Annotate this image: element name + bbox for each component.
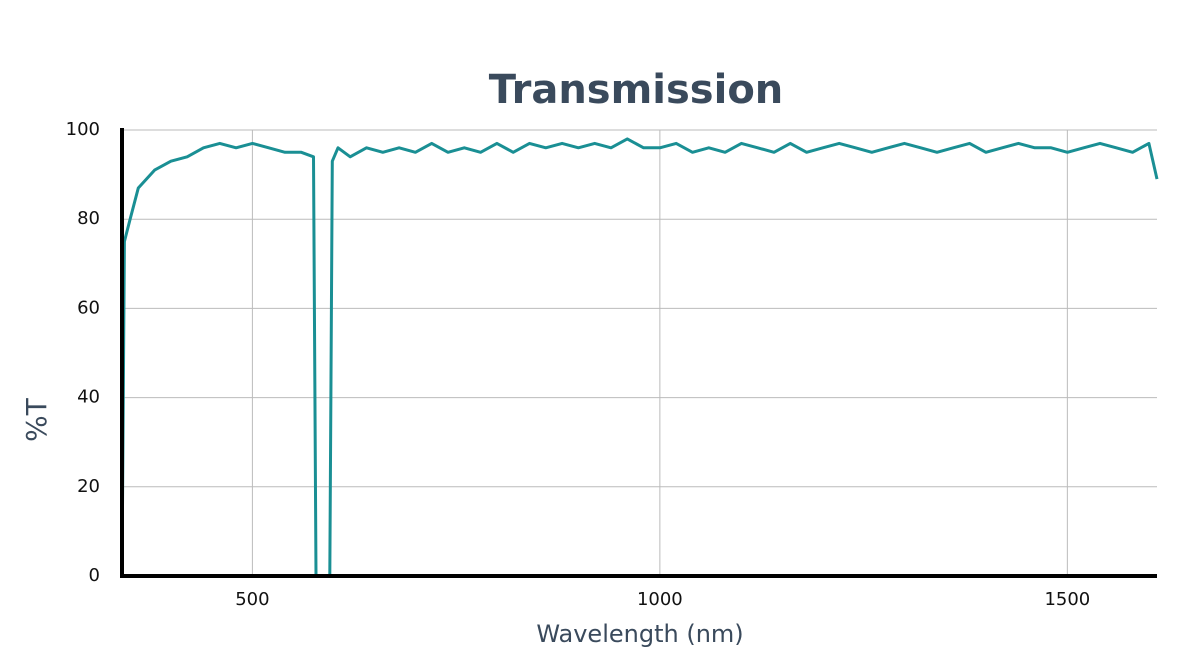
data-line — [120, 137, 1159, 578]
chart-title: Transmission — [489, 67, 784, 113]
x-axis-label: Wavelength (nm) — [536, 620, 743, 648]
y-tick-label: 40 — [77, 387, 100, 408]
y-tick-label: 100 — [66, 119, 100, 140]
x-tick-label: 1000 — [637, 589, 683, 610]
y-tick-label: 20 — [77, 476, 100, 497]
y-tick-label: 80 — [77, 208, 100, 229]
x-tick-label: 1500 — [1044, 589, 1090, 610]
y-tick-label: 60 — [77, 297, 100, 318]
y-tick-label: 0 — [89, 565, 100, 586]
y-axis-label: %T — [20, 397, 53, 442]
x-tick-label: 500 — [235, 589, 269, 610]
